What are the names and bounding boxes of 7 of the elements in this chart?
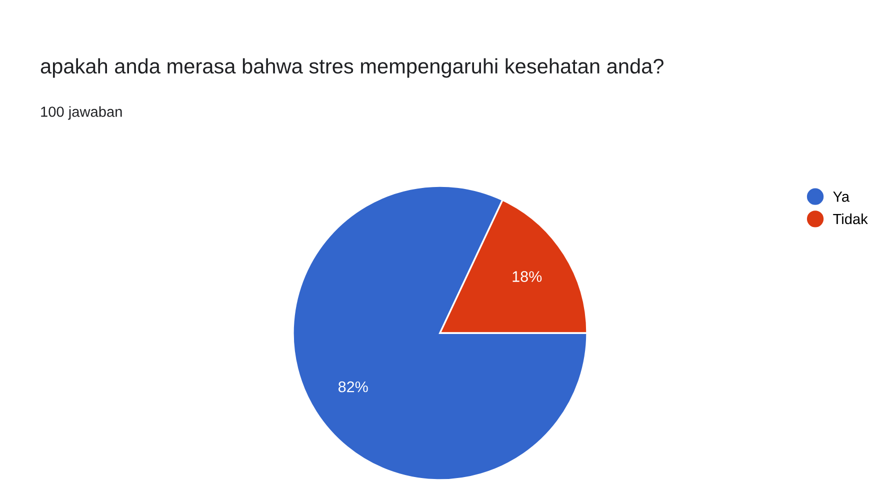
chart-title: apakah anda merasa bahwa stres mempengaruhi kesehatan anda?: [40, 58, 664, 78]
legend-label: Tidak: [833, 213, 868, 224]
pie-slice: [292, 185, 588, 481]
legend-label: Ya: [833, 192, 850, 202]
data-label: 82%: [338, 381, 368, 392]
text: 100 jawaban: [41, 106, 122, 120]
data-label: 18%: [512, 271, 542, 282]
